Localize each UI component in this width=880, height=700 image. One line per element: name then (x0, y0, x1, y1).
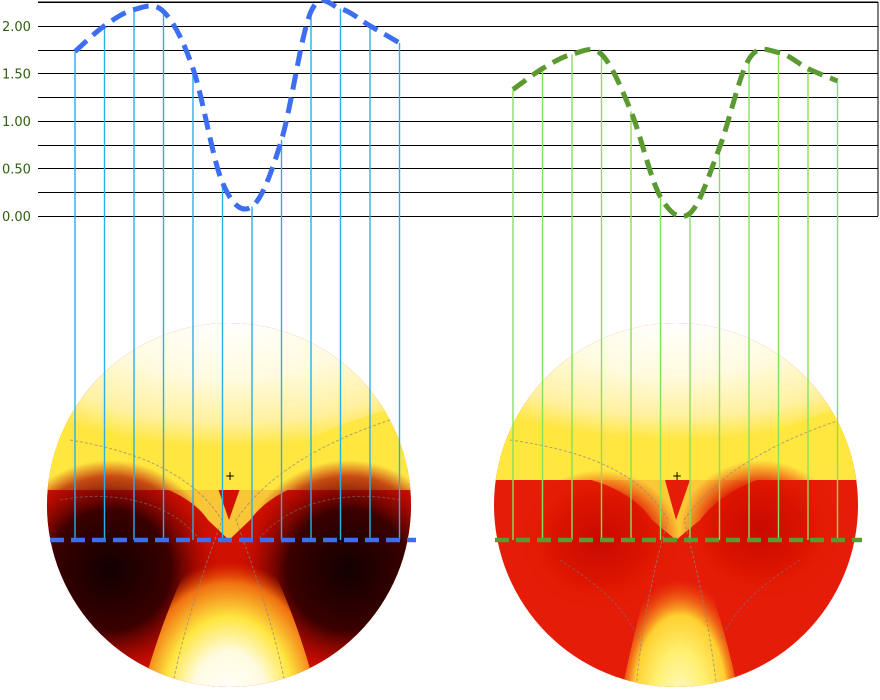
y-tick-label: 0.00 (2, 210, 31, 225)
markers: + + (225, 469, 682, 483)
y-tick-label: 1.50 (2, 67, 31, 82)
series-line (511, 46, 839, 219)
y-axis: 0.00 0.50 1.00 1.50 2.00 (2, 20, 31, 225)
map-contour (235, 419, 391, 687)
drop-lines (74, 8, 839, 540)
map-contour (559, 559, 641, 641)
map-contour (59, 495, 201, 541)
map-contour (719, 559, 801, 641)
map-midline-region (620, 480, 740, 687)
map-contour (257, 495, 401, 541)
y-tick-label: 0.50 (2, 162, 31, 177)
topomap-right (494, 323, 858, 687)
plus-icon: + (225, 469, 235, 483)
series (73, 0, 839, 219)
series-line (73, 0, 401, 212)
map-midline-region (140, 470, 318, 687)
topomap-left (47, 323, 411, 687)
y-tick-label: 1.00 (2, 115, 31, 130)
map-yellow-band (47, 400, 411, 540)
plus-icon: + (672, 469, 682, 483)
gridlines (38, 1, 879, 217)
map-contour (683, 419, 841, 687)
y-tick-label: 2.00 (2, 20, 31, 35)
map-yellow-band (494, 400, 858, 540)
